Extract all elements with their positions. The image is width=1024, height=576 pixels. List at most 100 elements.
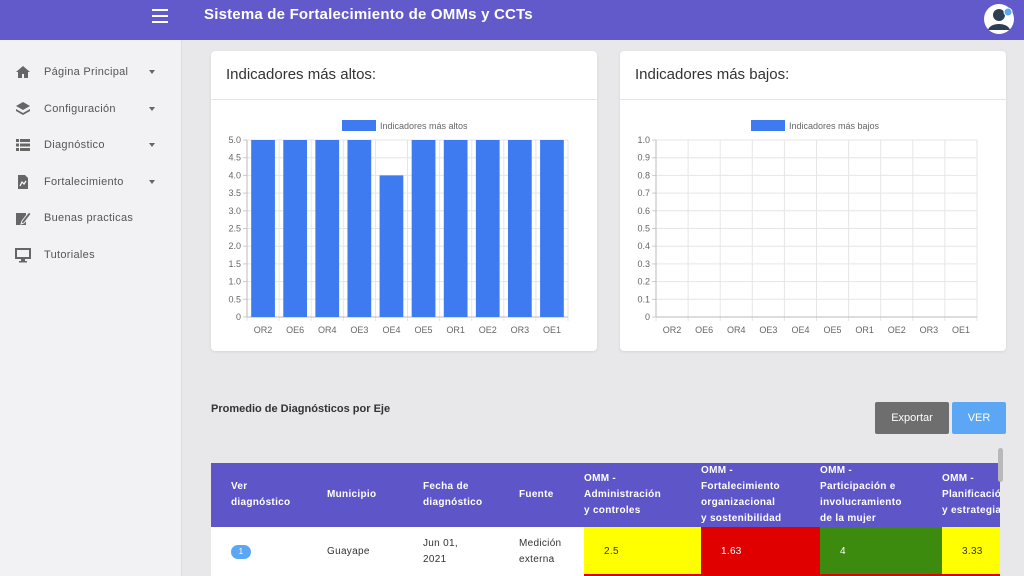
column-header-line: Participación e (820, 481, 896, 492)
ver-button[interactable]: VER (952, 402, 1006, 434)
score-cell: 2.5 (584, 527, 701, 576)
chevron-down-icon (149, 107, 155, 111)
high-indicators-title: Indicadores más altos: (226, 66, 377, 83)
x-tick-label: OE5 (415, 325, 433, 335)
x-tick-label: OE4 (382, 325, 400, 335)
column-header-line: OMM - (584, 473, 617, 484)
high-indicators-card: Indicadores más altos: Indicadores más a… (211, 51, 597, 351)
fuente-line: externa (519, 553, 555, 565)
y-tick-label: 0.6 (637, 206, 650, 216)
sidebar (0, 40, 182, 576)
home-icon (16, 66, 30, 78)
view-diagnostic-badge[interactable]: 1 (231, 544, 251, 559)
x-tick-label: OE6 (286, 325, 304, 335)
score-cell: 3.33 (942, 527, 1000, 576)
x-tick-label: OR1 (446, 325, 465, 335)
column-header-line: y estrategia (942, 505, 1000, 516)
fecha-cell: Jun 01, 2021 (423, 527, 519, 576)
hamburger-menu-icon[interactable] (152, 9, 168, 25)
column-header[interactable]: Municipio (327, 463, 415, 527)
y-tick-label: 2.0 (228, 241, 241, 251)
ver-cell: 1 (231, 527, 327, 576)
y-tick-label: 1.0 (228, 277, 241, 287)
low-indicators-chart: Indicadores más bajos 0 0.1 0.2 0.3 0.4 0.5 0.6… (637, 120, 978, 335)
column-header[interactable]: Fecha de diagnóstico (423, 463, 511, 527)
y-tick-label: 4.0 (228, 170, 241, 180)
column-header-line: y controles (584, 505, 641, 516)
y-tick-label: 0.4 (637, 241, 650, 251)
card-divider (620, 99, 1006, 100)
column-header-line: Administración (584, 489, 661, 500)
bar-OE6 (283, 140, 308, 317)
bar-OE2 (475, 140, 500, 317)
chevron-down-icon (149, 180, 155, 184)
x-tick-label: OE3 (759, 325, 777, 335)
x-tick-label: OE2 (888, 325, 906, 335)
column-header-line: Municipio (327, 489, 377, 500)
section-title: Promedio de Diagnósticos por Eje (211, 403, 391, 415)
bar-OR4 (315, 140, 340, 317)
bar-OE5 (411, 140, 436, 317)
x-tick-label: OE6 (695, 325, 713, 335)
column-header-line: OMM - (942, 473, 975, 484)
column-header-line: OMM - (820, 465, 853, 476)
x-tick-label: OE5 (824, 325, 842, 335)
x-tick-label: OR3 (920, 325, 939, 335)
column-header[interactable]: OMM - Administración y controles (584, 463, 693, 527)
legend-label: Indicadores más bajos (789, 121, 880, 131)
chevron-down-icon (149, 70, 155, 74)
column-header-line: involucramiento (820, 497, 902, 508)
y-tick-label: 2.5 (228, 224, 241, 234)
y-tick-label: 0.3 (637, 259, 650, 269)
bar-OE4 (379, 175, 404, 317)
fecha-line: 2021 (423, 553, 447, 565)
diagnostics-table: Ver diagnóstico Municipio Fecha de diagnósti… (211, 463, 1000, 576)
card-divider (211, 99, 597, 100)
column-header[interactable]: Ver diagnóstico (231, 463, 319, 527)
column-header[interactable]: OMM - Participación e involucramiento de la… (820, 463, 934, 527)
x-tick-label: OE4 (791, 325, 809, 335)
fecha-line: Jun 01, (423, 537, 458, 549)
export-button[interactable]: Exportar (875, 402, 949, 434)
top-bar: Sistema de Fortalecimiento de OMMs y CCT… (0, 0, 1024, 40)
column-header-line: de la mujer (820, 513, 877, 524)
sidebar-item-label: Página Principal (44, 66, 129, 78)
table-scrollbar[interactable] (998, 448, 1003, 482)
y-tick-label: 0.7 (637, 188, 650, 198)
y-tick-label: 3.5 (228, 188, 241, 198)
sidebar-item-label: Buenas practicas (44, 212, 134, 224)
chevron-down-icon (149, 143, 155, 147)
score-cell: 4 (820, 527, 942, 576)
bar-OR3 (507, 140, 532, 317)
sidebar-item-fortalecimiento[interactable]: Fortalecimiento (0, 167, 182, 197)
sidebar-item-buenas-practicas[interactable]: Buenas practicas (0, 203, 182, 233)
x-tick-label: OR2 (254, 325, 273, 335)
column-header-line: Planificación (942, 489, 1000, 500)
low-indicators-title: Indicadores más bajos: (635, 66, 790, 83)
sidebar-item-label: Fortalecimiento (44, 176, 124, 188)
column-header[interactable]: OMM - Fortalecimiento organizacional y sost… (701, 463, 812, 527)
y-tick-label: 0.9 (637, 153, 650, 163)
y-tick-label: 1.0 (637, 135, 650, 145)
table-header: Ver diagnóstico Municipio Fecha de diagnósti… (211, 463, 1000, 527)
column-header[interactable]: Fuente (519, 463, 576, 527)
sidebar-item-diagnóstico[interactable]: Diagnóstico (0, 130, 182, 160)
x-tick-label: OR2 (663, 325, 682, 335)
x-tick-label: OE1 (543, 325, 561, 335)
municipio-cell: Guayape (327, 545, 370, 557)
sidebar-item-tutoriales[interactable]: Tutoriales (0, 240, 182, 270)
sidebar-item-label: Configuración (44, 103, 116, 115)
x-tick-label: OR3 (511, 325, 530, 335)
sidebar-item-configuración[interactable]: Configuración (0, 94, 182, 124)
y-tick-label: 3.0 (228, 206, 241, 216)
next-row-edge (584, 574, 1000, 576)
y-tick-label: 0 (645, 312, 650, 322)
user-avatar-icon[interactable] (983, 3, 1015, 35)
y-tick-label: 0.5 (637, 224, 650, 234)
y-tick-label: 0.2 (637, 277, 650, 287)
y-tick-label: 4.5 (228, 153, 241, 163)
sidebar-item-página-principal[interactable]: Página Principal (0, 57, 182, 87)
column-header[interactable]: OMM - Planificación y estrategia (942, 463, 1000, 527)
sidebar-item-label: Tutoriales (44, 249, 95, 261)
bar-OE3 (347, 140, 372, 317)
